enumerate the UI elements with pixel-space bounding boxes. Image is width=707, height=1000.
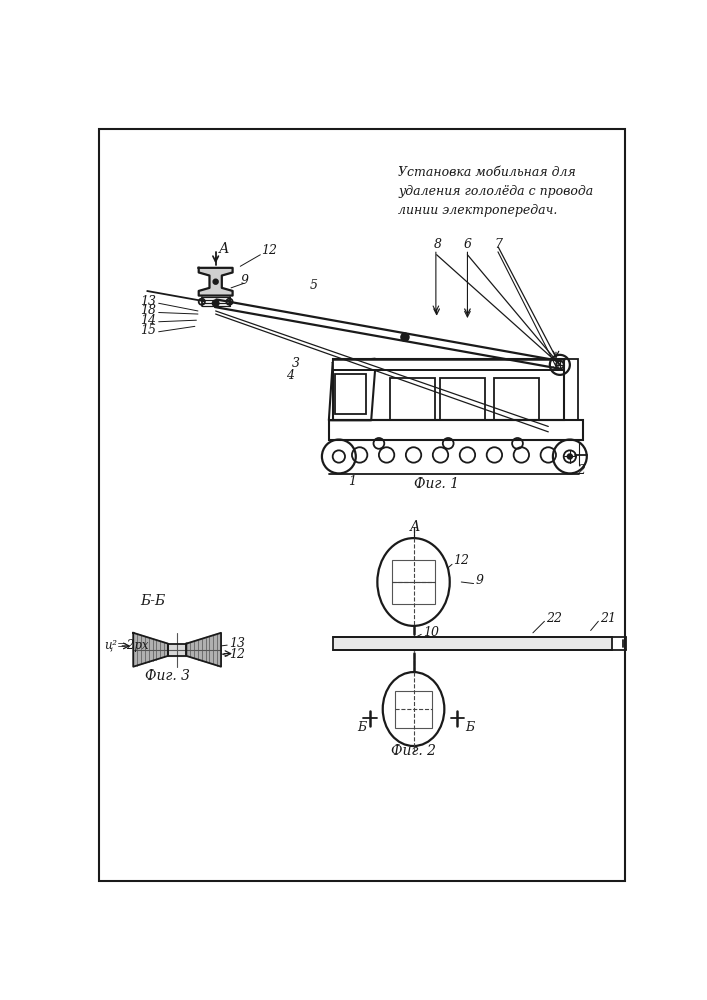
Text: 7: 7 [494, 238, 503, 251]
Ellipse shape [378, 538, 450, 626]
Text: ц²=2рх: ц²=2рх [104, 639, 148, 652]
Polygon shape [168, 644, 187, 656]
Text: 18: 18 [140, 304, 156, 317]
Text: 13: 13 [140, 295, 156, 308]
Text: 13: 13 [229, 637, 245, 650]
Bar [329, 420, 583, 440]
Bar [563, 359, 578, 420]
Text: 21: 21 [600, 612, 616, 625]
Text: 12: 12 [229, 648, 245, 661]
Bar [395, 691, 432, 728]
Bar [392, 560, 435, 604]
Bar [333, 637, 612, 650]
Text: А: А [218, 242, 229, 256]
Text: 4: 4 [286, 369, 295, 382]
Circle shape [213, 300, 218, 306]
Text: 9: 9 [475, 574, 483, 587]
Polygon shape [187, 633, 221, 667]
Text: 1: 1 [348, 475, 356, 488]
Text: Б: Б [465, 721, 474, 734]
Text: 12: 12 [454, 554, 469, 567]
Text: Фиг. 3: Фиг. 3 [145, 669, 189, 683]
Text: 2: 2 [577, 464, 585, 477]
Text: Фиг. 1: Фиг. 1 [414, 477, 459, 491]
Text: 8: 8 [433, 238, 442, 251]
Text: А: А [410, 520, 421, 534]
Text: Установка мобильная для
удаления гололёда с провода
линии электропередач.: Установка мобильная для удаления гололёд… [398, 166, 593, 217]
Polygon shape [199, 268, 233, 296]
Text: 3: 3 [292, 357, 300, 370]
Text: 10: 10 [423, 626, 439, 639]
Circle shape [568, 454, 572, 459]
Bar [390, 378, 435, 420]
Polygon shape [133, 633, 168, 667]
Text: 12: 12 [261, 244, 277, 257]
Text: 22: 22 [546, 612, 562, 625]
Bar [333, 359, 563, 420]
Text: Б-Б: Б-Б [141, 594, 166, 608]
Text: Б: Б [357, 721, 366, 734]
Text: 5: 5 [310, 279, 317, 292]
Ellipse shape [382, 672, 444, 746]
Circle shape [401, 333, 409, 341]
Text: 14: 14 [140, 314, 156, 327]
Text: 9: 9 [241, 274, 249, 287]
Bar [333, 359, 563, 370]
Circle shape [214, 279, 218, 284]
Text: 6: 6 [464, 238, 472, 251]
Bar [494, 378, 539, 420]
Text: 15: 15 [140, 324, 156, 337]
Bar [440, 378, 485, 420]
Text: Фиг. 2: Фиг. 2 [391, 744, 436, 758]
Bar [335, 374, 366, 414]
